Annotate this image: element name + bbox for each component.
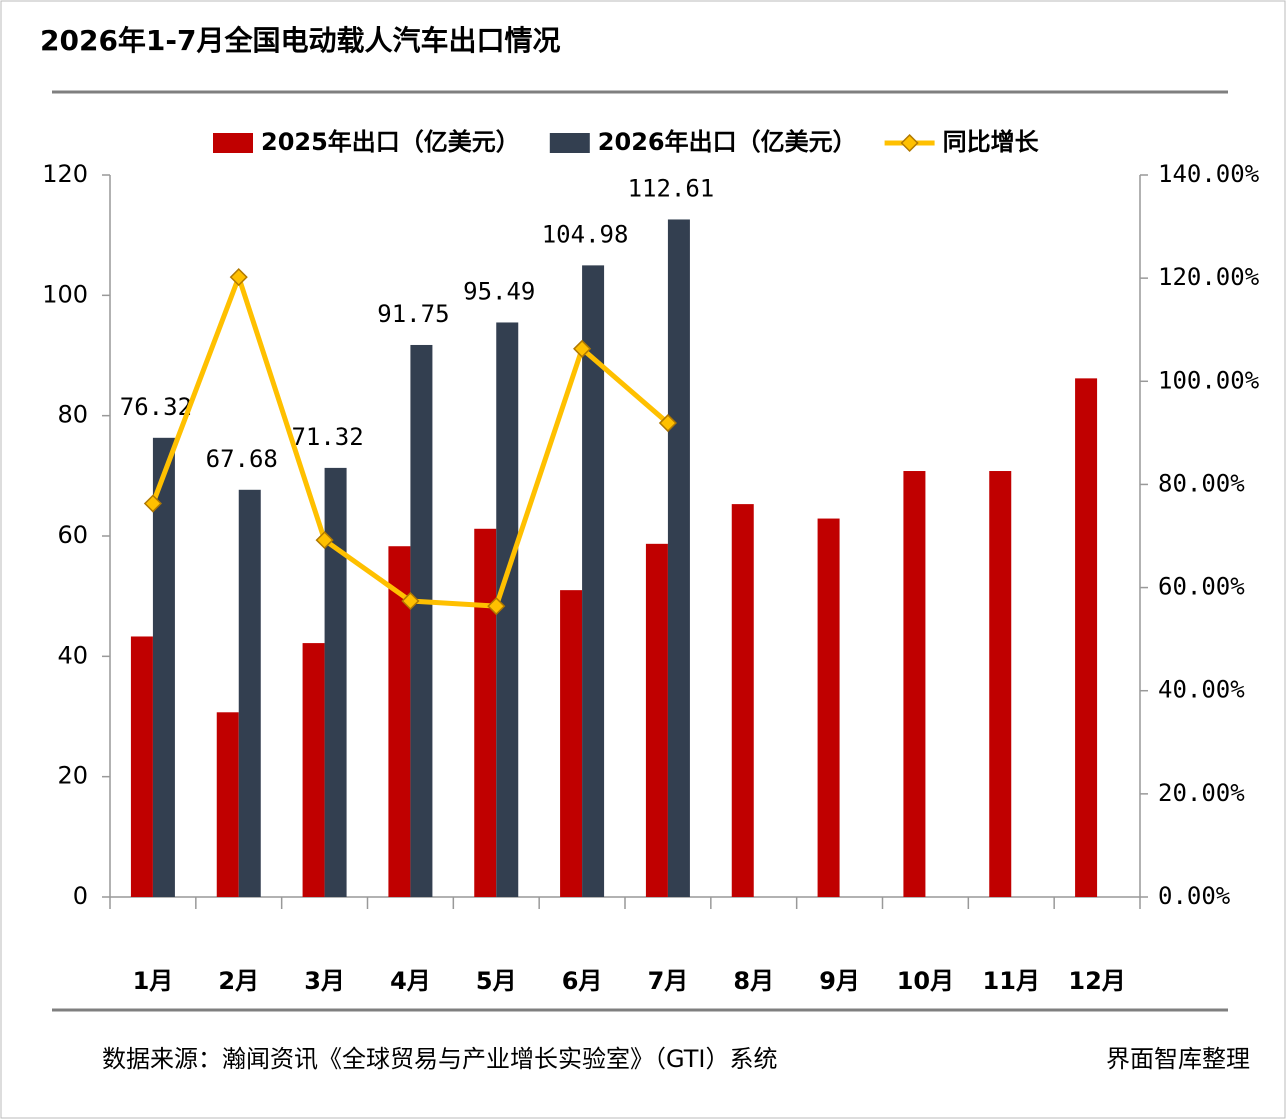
bar xyxy=(410,344,433,897)
x-tick-label: 9月 xyxy=(819,967,860,995)
marker xyxy=(573,339,592,358)
legend-label: 2026年出口（亿美元） xyxy=(598,128,857,156)
bar xyxy=(560,590,583,897)
y-tick-label: 40 xyxy=(57,641,88,669)
bar xyxy=(324,467,347,897)
y-tick-label: 120 xyxy=(42,160,88,188)
x-tick-label: 3月 xyxy=(304,967,345,995)
y-tick-label: 0 xyxy=(73,882,88,910)
bar xyxy=(731,504,754,897)
bar xyxy=(474,528,497,897)
x-tick-label: 7月 xyxy=(648,967,689,995)
y2-tick-label: 0.00% xyxy=(1158,882,1231,910)
data-label: 91.75 xyxy=(377,300,449,328)
bar xyxy=(238,489,261,897)
bar xyxy=(216,712,239,897)
y2-tick-label: 60.00% xyxy=(1158,573,1245,601)
bar xyxy=(152,437,175,897)
bar xyxy=(388,546,411,897)
x-tick-label: 12月 xyxy=(1068,967,1125,995)
x-tick-label: 1月 xyxy=(133,967,174,995)
chart-title: 2026年1-7月全国电动载人汽车出口情况 xyxy=(40,24,561,57)
bar xyxy=(582,265,605,897)
y-tick-label: 60 xyxy=(57,521,88,549)
x-tick-label: 8月 xyxy=(733,967,774,995)
marker xyxy=(229,268,248,287)
marker xyxy=(487,597,506,616)
bar xyxy=(130,636,153,897)
data-label: 112.61 xyxy=(628,174,715,202)
y2-tick-label: 140.00% xyxy=(1158,160,1260,188)
bar xyxy=(1075,378,1098,897)
bar xyxy=(302,643,325,897)
data-label: 95.49 xyxy=(463,277,535,305)
compiler: 界面智库整理 xyxy=(1106,1045,1250,1073)
y2-tick-label: 100.00% xyxy=(1158,366,1260,394)
y-tick-label: 20 xyxy=(57,762,88,790)
y2-tick-label: 40.00% xyxy=(1158,676,1245,704)
legend-swatch xyxy=(549,133,590,153)
bar xyxy=(817,518,840,897)
data-label: 71.32 xyxy=(291,423,363,451)
x-tick-label: 4月 xyxy=(390,967,431,995)
y-tick-label: 100 xyxy=(42,280,88,308)
legend-marker xyxy=(900,133,919,153)
bar xyxy=(645,543,668,897)
x-tick-label: 6月 xyxy=(562,967,603,995)
data-label: 67.68 xyxy=(206,445,278,473)
y2-tick-label: 20.00% xyxy=(1158,779,1245,807)
y2-tick-label: 120.00% xyxy=(1158,263,1260,291)
marker xyxy=(315,531,334,550)
y2-tick-label: 80.00% xyxy=(1158,469,1245,497)
marker xyxy=(658,413,677,433)
x-tick-label: 10月 xyxy=(897,967,954,995)
x-tick-label: 11月 xyxy=(983,967,1040,995)
marker xyxy=(143,494,162,513)
y-tick-label: 80 xyxy=(57,401,88,429)
source: 数据来源：瀚闻资讯《全球贸易与产业增长实验室》（GTI）系统 xyxy=(102,1045,777,1073)
bar xyxy=(496,322,519,897)
data-label: 104.98 xyxy=(542,220,629,248)
x-tick-label: 2月 xyxy=(218,967,259,995)
legend-label: 2025年出口（亿美元） xyxy=(261,128,520,156)
marker xyxy=(401,591,420,611)
bar xyxy=(667,219,690,898)
bar xyxy=(903,471,926,897)
bar xyxy=(989,471,1012,897)
data-label: 76.32 xyxy=(120,393,192,421)
legend-label: 同比增长 xyxy=(943,128,1040,156)
legend-swatch xyxy=(213,133,253,153)
x-tick-label: 5月 xyxy=(476,967,517,995)
